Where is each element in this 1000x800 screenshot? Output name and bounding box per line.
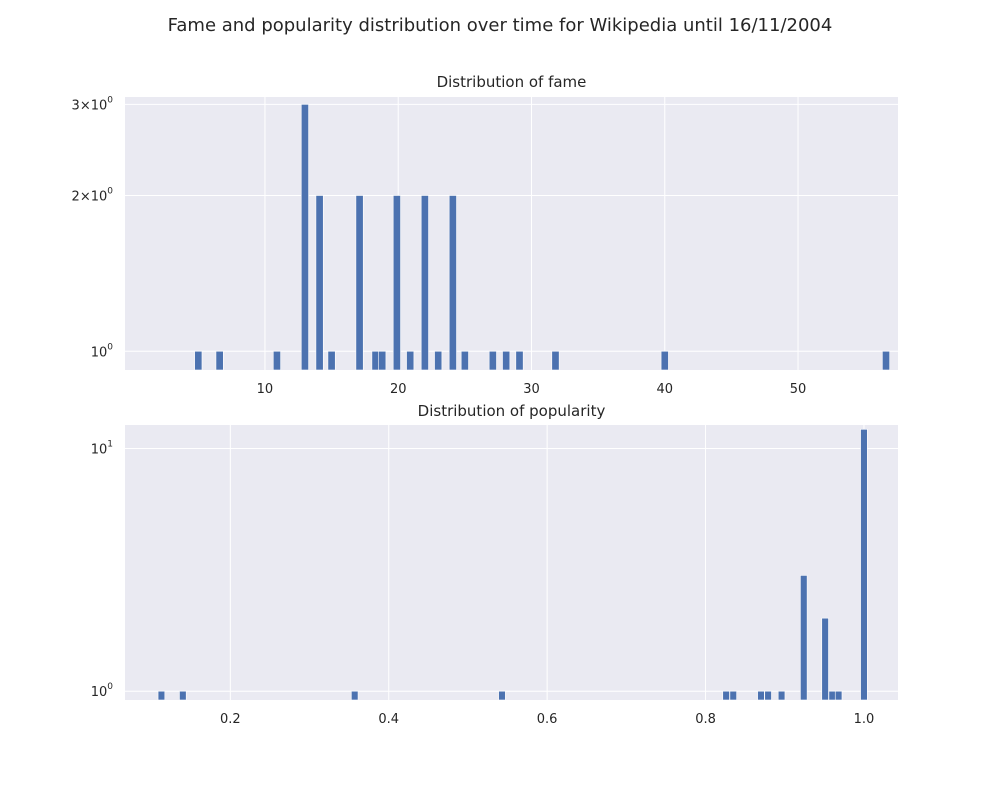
x-tick-label: 10 [257,382,274,397]
histogram-bar [834,690,843,701]
histogram-bar [502,350,511,371]
histogram-bar [764,690,772,701]
histogram-bar [757,690,765,701]
x-tick-label: 30 [523,382,540,397]
y-tick-label: 100 [91,342,114,360]
plot-area [125,97,898,370]
histogram-bar [515,350,524,371]
subplot-popularity: 0.2 0.4 0.6 0.8 1.0 100 101 Distribution of pop… [91,402,898,727]
histogram-bar [551,350,560,371]
x-tick-label: 0.2 [220,712,241,727]
histogram-bar [800,575,808,701]
histogram-bar [272,350,281,371]
histogram-bar [777,690,786,701]
histogram-bar [882,350,890,371]
plot-area [125,425,898,700]
histogram-bar [355,195,364,371]
subplot-title: Distribution of popularity [418,402,606,420]
histogram-bar [157,690,166,701]
histogram-bar [406,350,415,371]
x-tick-label: 0.4 [378,712,399,727]
y-tick-label: 3×100 [72,95,114,113]
histogram-bar [434,350,443,371]
histogram-bar [660,350,669,371]
histogram-bar [420,195,429,371]
figure-title: Fame and popularity distribution over ti… [168,15,833,36]
histogram-bar [194,350,203,371]
histogram-bar [448,195,457,371]
x-tick-label: 40 [656,382,673,397]
histogram-bar [729,690,737,701]
x-tick-label: 1.0 [854,712,875,727]
histogram-bar [371,350,380,371]
subplot-title: Distribution of fame [437,73,587,91]
y-tick-label: 2×100 [72,186,114,204]
histogram-bar [215,350,224,371]
histogram-bar [460,350,469,371]
subplot-fame: 10 20 30 40 50 100 2×100 3×100 Distribution of f… [72,73,898,397]
histogram-bar [179,690,187,701]
y-tick-label: 100 [91,682,114,700]
histogram-bar [821,617,829,701]
x-tick-label: 20 [390,382,407,397]
histogram-bar [498,690,506,701]
histogram-bar [860,429,868,701]
x-tick-label: 0.8 [695,712,716,727]
histogram-bar [300,104,309,371]
histogram-bar [378,350,387,371]
y-tick-label: 101 [91,440,113,458]
histogram-bar [351,690,359,701]
x-tick-label: 50 [790,382,807,397]
histogram-bar [722,690,730,701]
histogram-bar [828,690,836,701]
histogram-bar [488,350,497,371]
histogram-bar [327,350,336,371]
histogram-bar [315,195,324,371]
histogram-bar [392,195,401,371]
x-tick-label: 0.6 [537,712,558,727]
